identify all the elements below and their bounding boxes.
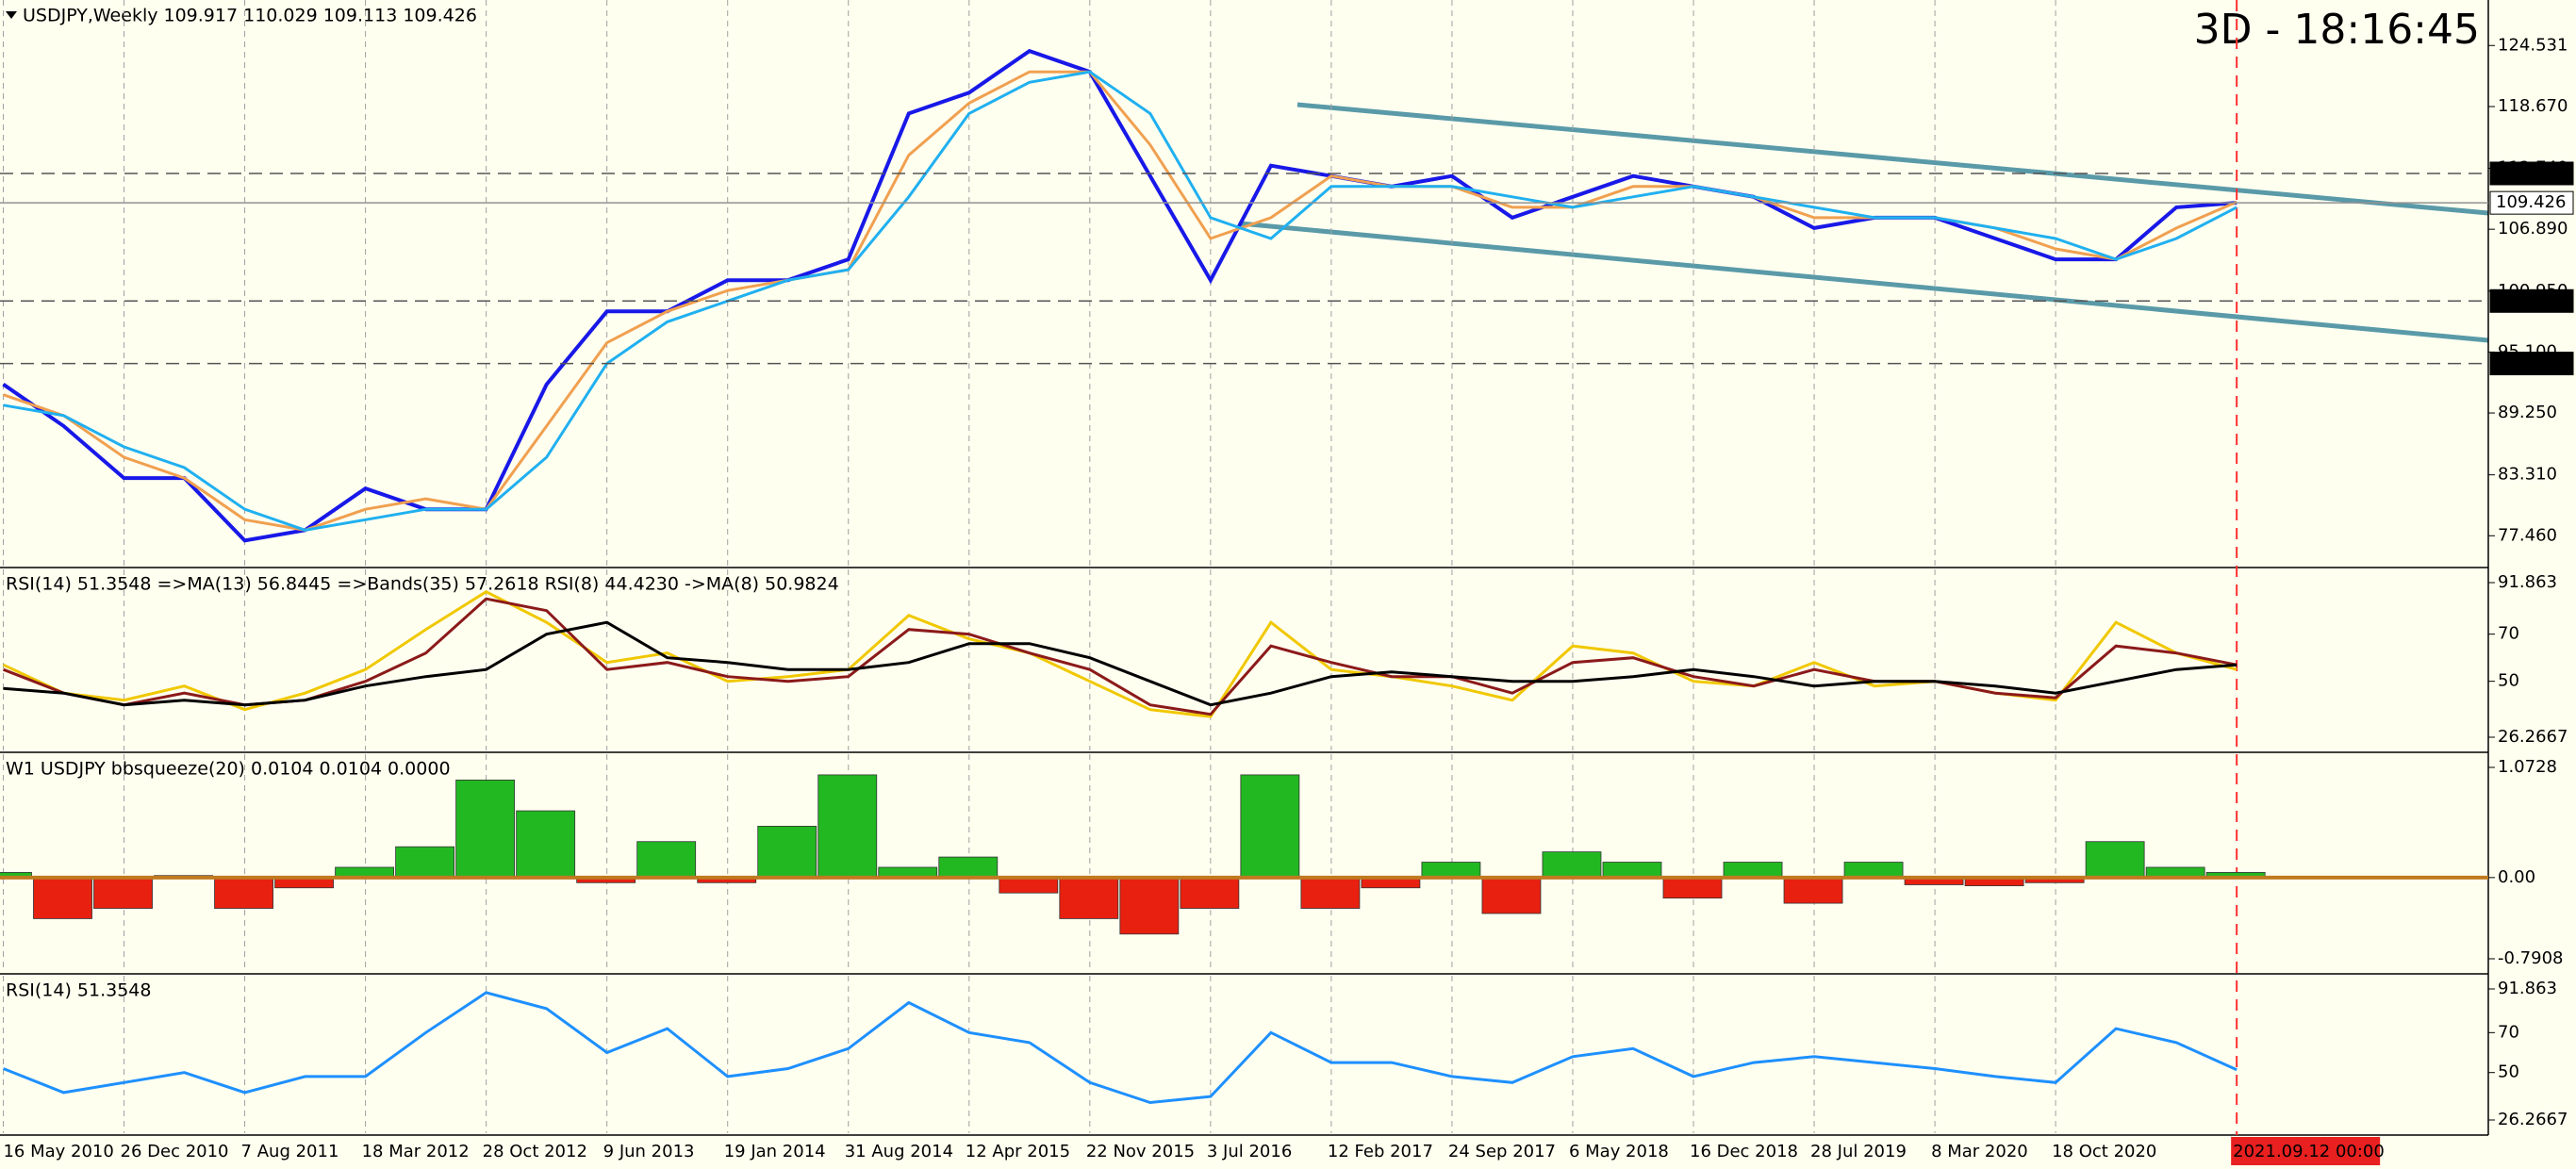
histogram-bar bbox=[1300, 877, 1361, 909]
y-tick-label: 50 bbox=[2498, 1062, 2519, 1082]
series-line bbox=[3, 70, 2237, 532]
panel-title: RSI(14) 51.3548 bbox=[6, 980, 151, 1001]
y-tick-label: 106.890 bbox=[2498, 219, 2568, 239]
y-tick-label: 91.863 bbox=[2498, 572, 2557, 592]
y-tick-label: 70 bbox=[2498, 1022, 2519, 1042]
y-tick-label: 124.531 bbox=[2498, 35, 2568, 55]
histogram-bar bbox=[395, 846, 455, 879]
x-tick-label: 12 Apr 2015 bbox=[966, 1142, 1070, 1161]
histogram-bar bbox=[1119, 877, 1180, 935]
level-label: 109.426 bbox=[2496, 192, 2566, 212]
series-line bbox=[3, 620, 2237, 707]
x-tick-label: 31 Aug 2014 bbox=[845, 1142, 953, 1161]
level-box bbox=[2489, 190, 2574, 215]
y-tick-label: 0.00 bbox=[2498, 867, 2535, 887]
y-tick-label: 77.460 bbox=[2498, 525, 2557, 545]
x-tick-label: 24 Sep 2017 bbox=[1448, 1142, 1556, 1161]
series-line bbox=[2, 48, 2237, 543]
chart-title: USDJPY,Weekly 109.917 110.029 109.113 10… bbox=[23, 6, 477, 26]
x-tick-label: 2021.09.12 00:00 bbox=[2233, 1142, 2385, 1161]
y-tick-label: 70 bbox=[2498, 624, 2519, 644]
y-tick-label: 118.670 bbox=[2498, 96, 2568, 116]
histogram-bar bbox=[1662, 877, 1723, 899]
x-tick-label: 26 Dec 2010 bbox=[121, 1142, 229, 1161]
x-tick-label: 16 Dec 2018 bbox=[1690, 1142, 1798, 1161]
histogram-bar bbox=[1180, 877, 1240, 909]
date-highlight bbox=[2231, 1137, 2381, 1165]
histogram-bar bbox=[1240, 774, 1300, 879]
histogram-bar bbox=[1421, 862, 1481, 879]
channel-lower bbox=[1239, 221, 2489, 343]
x-tick-label: 19 Jan 2014 bbox=[724, 1142, 826, 1161]
x-tick-label: 8 Mar 2020 bbox=[1931, 1142, 2028, 1161]
histogram-bar bbox=[999, 877, 1059, 894]
x-tick-label: 12 Feb 2017 bbox=[1328, 1142, 1433, 1161]
x-tick-label: 3 Jul 2016 bbox=[1207, 1142, 1292, 1161]
level-label: 94.000 bbox=[2496, 354, 2555, 373]
y-tick-label: 1.0728 bbox=[2498, 757, 2557, 777]
level-box bbox=[2489, 161, 2574, 186]
level-box bbox=[2489, 352, 2574, 376]
series-line bbox=[3, 70, 2237, 532]
histogram-bar bbox=[33, 877, 92, 919]
histogram-bar bbox=[1783, 877, 1843, 904]
x-tick-label: 6 May 2018 bbox=[1569, 1142, 1669, 1161]
x-tick-label: 22 Nov 2015 bbox=[1086, 1142, 1195, 1161]
collapse-icon[interactable] bbox=[6, 11, 17, 19]
y-tick-label: 50 bbox=[2498, 671, 2519, 691]
histogram-bar bbox=[214, 877, 273, 909]
y-tick-label: 83.310 bbox=[2498, 465, 2557, 485]
x-tick-label: 28 Oct 2012 bbox=[483, 1142, 587, 1161]
level-label: 100.000 bbox=[2496, 290, 2566, 310]
series-line bbox=[2, 597, 2237, 716]
histogram-bar bbox=[1481, 877, 1542, 914]
series-line bbox=[2, 991, 2237, 1105]
histogram-bar bbox=[516, 810, 576, 879]
y-tick-label: 89.250 bbox=[2498, 403, 2557, 422]
x-tick-label: 28 Jul 2019 bbox=[1810, 1142, 1907, 1161]
histogram-bar bbox=[817, 774, 878, 879]
histogram-bar bbox=[757, 825, 817, 879]
y-tick-label: 26.2667 bbox=[2498, 1110, 2568, 1129]
histogram-bar bbox=[2085, 841, 2145, 879]
histogram-bar bbox=[455, 779, 516, 879]
x-tick-label: 18 Mar 2012 bbox=[362, 1142, 470, 1161]
y-tick-label: 26.2667 bbox=[2498, 727, 2568, 747]
timer: 3D - 18:16:45 bbox=[2194, 6, 2480, 54]
panel-title: W1 USDJPY bbsqueeze(20) 0.0104 0.0104 0.… bbox=[6, 759, 451, 780]
histogram-bar bbox=[93, 877, 153, 909]
level-box bbox=[2489, 288, 2574, 313]
x-tick-label: 18 Oct 2020 bbox=[2052, 1142, 2156, 1161]
y-tick-label: 91.863 bbox=[2498, 979, 2557, 998]
x-tick-label: 9 Jun 2013 bbox=[603, 1142, 695, 1161]
x-tick-label: 7 Aug 2011 bbox=[241, 1142, 339, 1161]
panel-title: RSI(14) 51.3548 =>MA(13) 56.8445 =>Bands… bbox=[6, 574, 839, 595]
histogram-bar bbox=[1542, 851, 1602, 879]
y-tick-label: -0.7908 bbox=[2498, 948, 2563, 968]
histogram-bar bbox=[1723, 862, 1783, 879]
channel-upper bbox=[1296, 102, 2489, 216]
histogram-bar bbox=[636, 841, 697, 879]
level-label: 112.247 bbox=[2496, 163, 2566, 183]
histogram-bar bbox=[1843, 862, 1904, 879]
histogram-bar bbox=[938, 856, 999, 879]
histogram-bar bbox=[1602, 862, 1662, 879]
x-tick-label: 16 May 2010 bbox=[3, 1142, 113, 1161]
histogram-bar bbox=[1059, 877, 1119, 919]
